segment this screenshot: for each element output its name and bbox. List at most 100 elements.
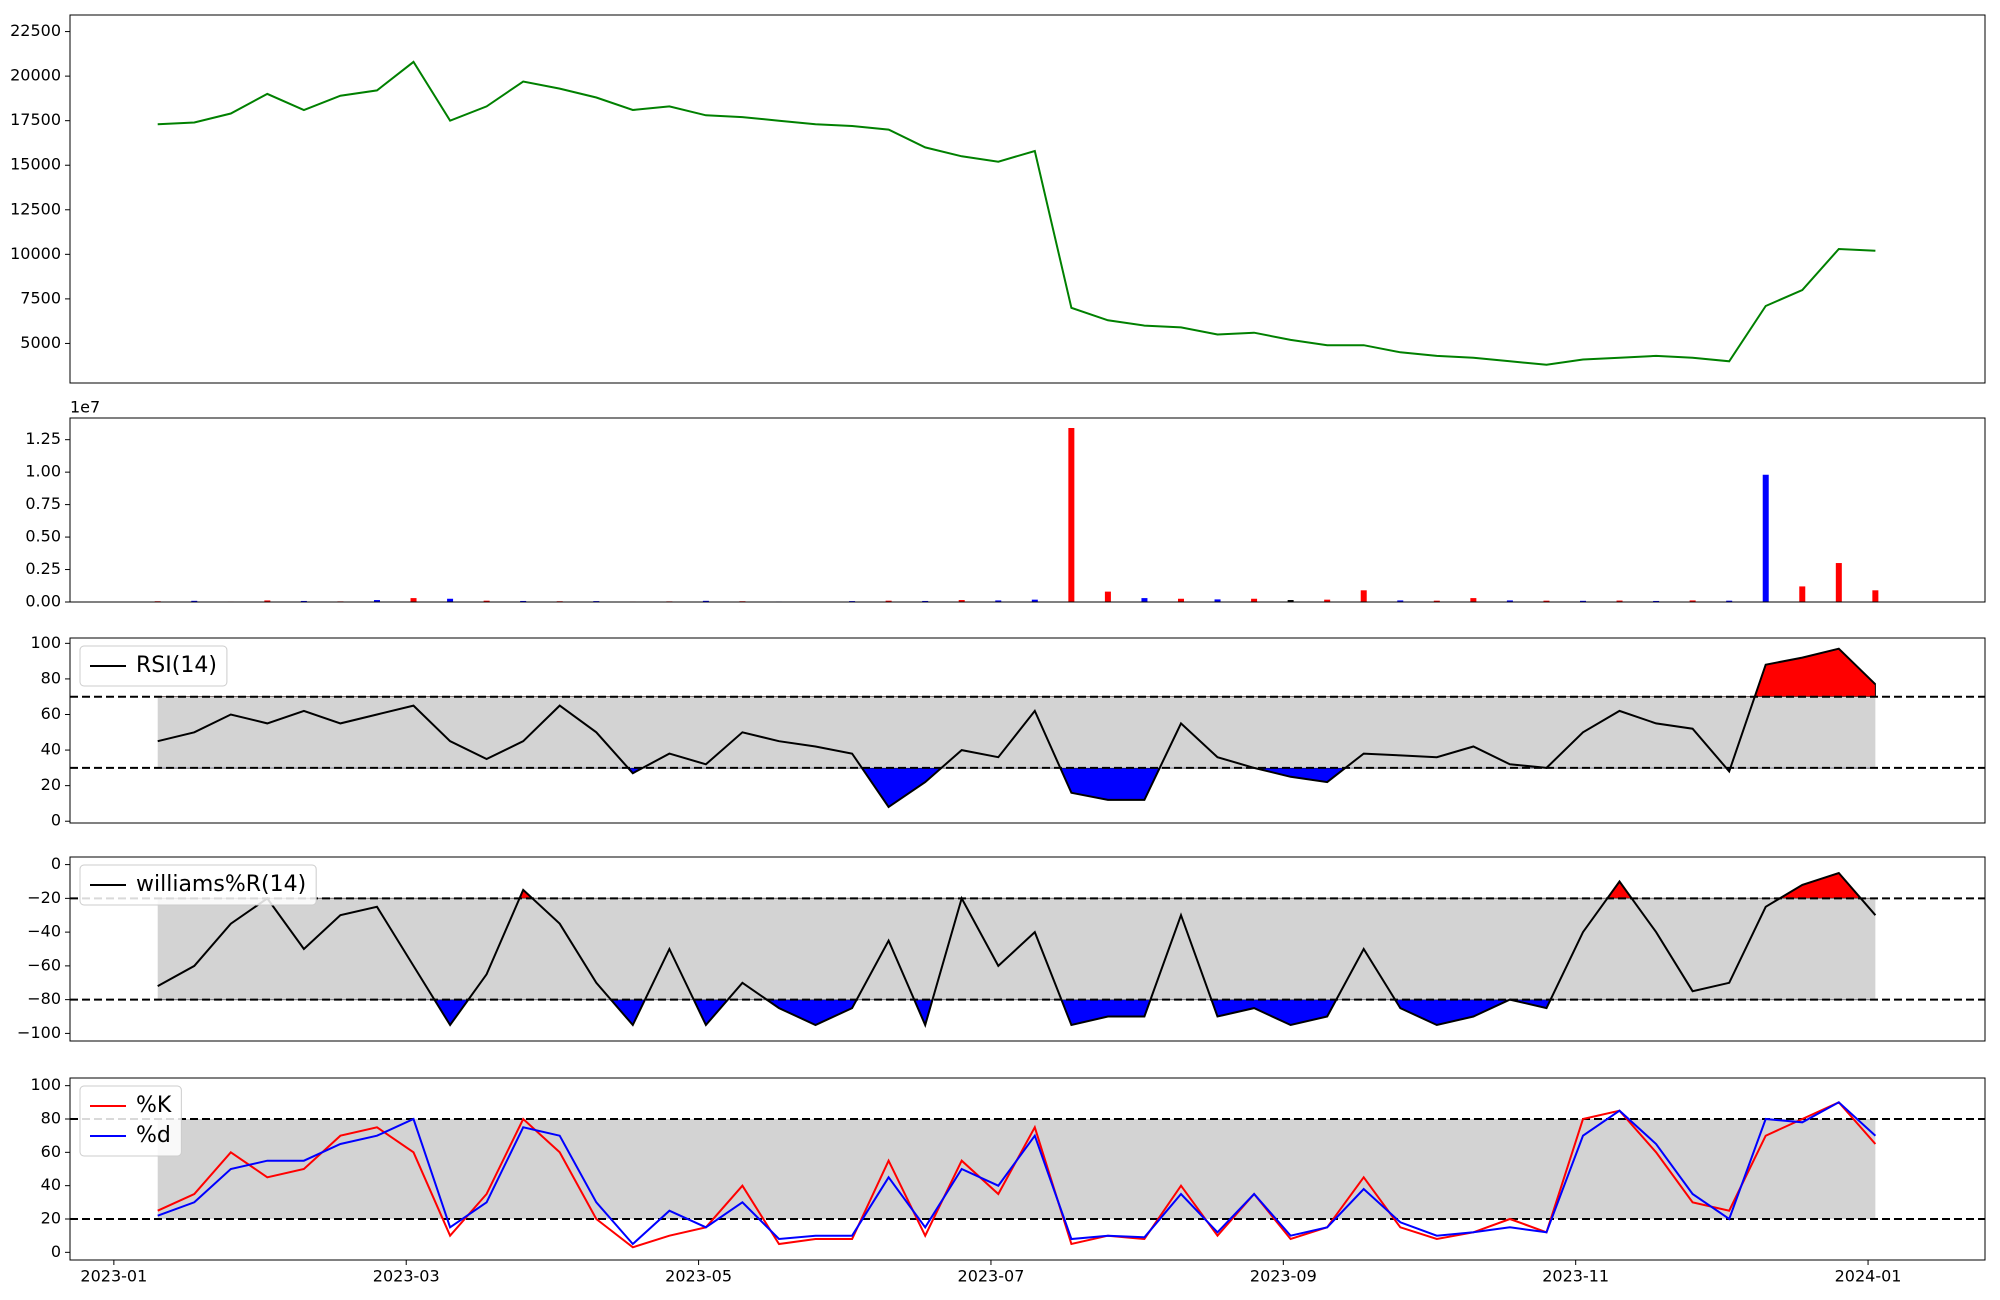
y-tick-label: 17500 <box>10 110 61 129</box>
y-tick-label: 7500 <box>20 288 61 307</box>
x-tick-label: 2023-05 <box>665 1267 732 1286</box>
y-tick-label: −60 <box>27 955 61 974</box>
volume-bar <box>1104 591 1111 602</box>
x-tick-label: 2023-09 <box>1250 1267 1317 1286</box>
panel: 5000 7500 10000 12500 15000 17500 20000 22500 <box>10 14 1986 384</box>
volume-bar <box>410 598 417 602</box>
volume-bar <box>1031 599 1038 602</box>
volume-bar <box>1470 598 1477 602</box>
volume-bar <box>447 598 454 602</box>
neutral-band <box>157 1119 1876 1219</box>
x-tick-label: 2023-03 <box>373 1267 440 1286</box>
legend: %K %d <box>79 1085 182 1157</box>
volume-bar <box>1653 600 1660 602</box>
volume-bar <box>885 600 892 602</box>
y-tick-label: 20 <box>41 775 61 794</box>
y-tick-label: 40 <box>41 740 61 759</box>
volume-bar <box>1141 598 1148 602</box>
y-tick-label: 100 <box>30 1075 61 1094</box>
volume-bar <box>520 600 527 602</box>
volume-bar <box>1506 600 1513 602</box>
volume-bar <box>1579 600 1586 602</box>
legend-label: RSI(14) <box>136 653 217 678</box>
x-tick-label: 2023-07 <box>958 1267 1025 1286</box>
indicator-line <box>157 1101 1877 1246</box>
y-tick-label: 0 <box>51 854 61 873</box>
y-tick-label: 80 <box>41 1109 61 1128</box>
volume-bar <box>1762 474 1769 602</box>
volume-bar <box>300 600 307 602</box>
y-tick-label: 80 <box>41 668 61 687</box>
y-tick-label: −20 <box>27 888 61 907</box>
legend-box <box>79 864 317 906</box>
offset-label: 1e7 <box>70 398 100 417</box>
axes-frame <box>69 417 1986 603</box>
indicator-line <box>157 647 1877 809</box>
y-tick-label: 20000 <box>10 66 61 85</box>
volume-bar <box>1872 590 1879 602</box>
volume-bar <box>1689 600 1696 602</box>
volume-bar <box>1287 600 1294 602</box>
volume-bar <box>1616 600 1623 602</box>
y-tick-label: 1.00 <box>25 462 61 481</box>
y-tick-label: 0 <box>51 811 61 830</box>
axes-frame <box>69 856 1986 1042</box>
y-tick-label: 20 <box>41 1209 61 1228</box>
volume-bar <box>1799 586 1806 602</box>
panel: 0 20 40 60 80 100 2023-01 2023-03 2023-05 2023-07… <box>30 1075 1986 1286</box>
volume-bar <box>1068 427 1075 602</box>
y-tick-label: 22500 <box>10 21 61 40</box>
y-tick-label: 40 <box>41 1175 61 1194</box>
legend-box <box>79 645 228 687</box>
y-tick-label: 0.25 <box>25 559 61 578</box>
legend-box <box>79 1085 182 1157</box>
volume-bar <box>1433 600 1440 602</box>
legend: williams%R(14) <box>79 864 317 906</box>
y-tick-label: −80 <box>27 989 61 1008</box>
volume-bar <box>1214 599 1221 602</box>
volume-bar <box>1726 600 1733 602</box>
volume-bar <box>1324 599 1331 602</box>
volume-bar <box>995 600 1002 602</box>
volume-bar <box>1360 590 1367 602</box>
volume-bar <box>1177 598 1184 602</box>
y-tick-label: −40 <box>27 922 61 941</box>
y-tick-label: 0.00 <box>25 592 61 611</box>
x-tick-label: 2024-01 <box>1835 1267 1902 1286</box>
y-tick-label: 0.75 <box>25 494 61 513</box>
x-tick-label: 2023-01 <box>80 1267 147 1286</box>
volume-bar <box>191 600 198 602</box>
axes-frame <box>69 637 1986 824</box>
y-tick-label: −100 <box>17 1023 61 1042</box>
y-tick-label: 10000 <box>10 244 61 263</box>
volume-bar <box>1543 600 1550 602</box>
y-tick-label: 15000 <box>10 155 61 174</box>
volume-bar <box>1835 563 1842 602</box>
panel: −100 −80 −60 −40 −20 0 <box>17 854 1986 1042</box>
x-tick-label: 2023-11 <box>1542 1267 1609 1286</box>
legend: RSI(14) <box>79 645 228 687</box>
axes-frame <box>69 14 1986 384</box>
legend-label: %K <box>136 1093 172 1118</box>
price-line <box>157 60 1876 366</box>
y-tick-label: 12500 <box>10 199 61 218</box>
volume-bar <box>264 600 271 602</box>
y-tick-label: 5000 <box>20 333 61 352</box>
volume-bar <box>922 600 929 602</box>
panel: 1e7 0.00 0.25 0.50 0.75 1.00 1.25 <box>25 398 1986 611</box>
panel: 0 20 40 60 80 100 <box>30 633 1986 830</box>
volume-bar <box>1251 598 1258 602</box>
volume-bar <box>958 600 965 602</box>
y-tick-label: 0.50 <box>25 527 61 546</box>
volume-bar <box>702 600 709 602</box>
legend-label: williams%R(14) <box>136 872 306 897</box>
neutral-band <box>157 696 1876 768</box>
y-tick-label: 60 <box>41 1142 61 1161</box>
volume-bar <box>1397 600 1404 602</box>
legend-label: %d <box>136 1123 171 1148</box>
volume-bar <box>373 600 380 602</box>
y-tick-label: 0 <box>51 1242 61 1261</box>
y-tick-label: 100 <box>30 633 61 652</box>
y-tick-label: 60 <box>41 704 61 723</box>
